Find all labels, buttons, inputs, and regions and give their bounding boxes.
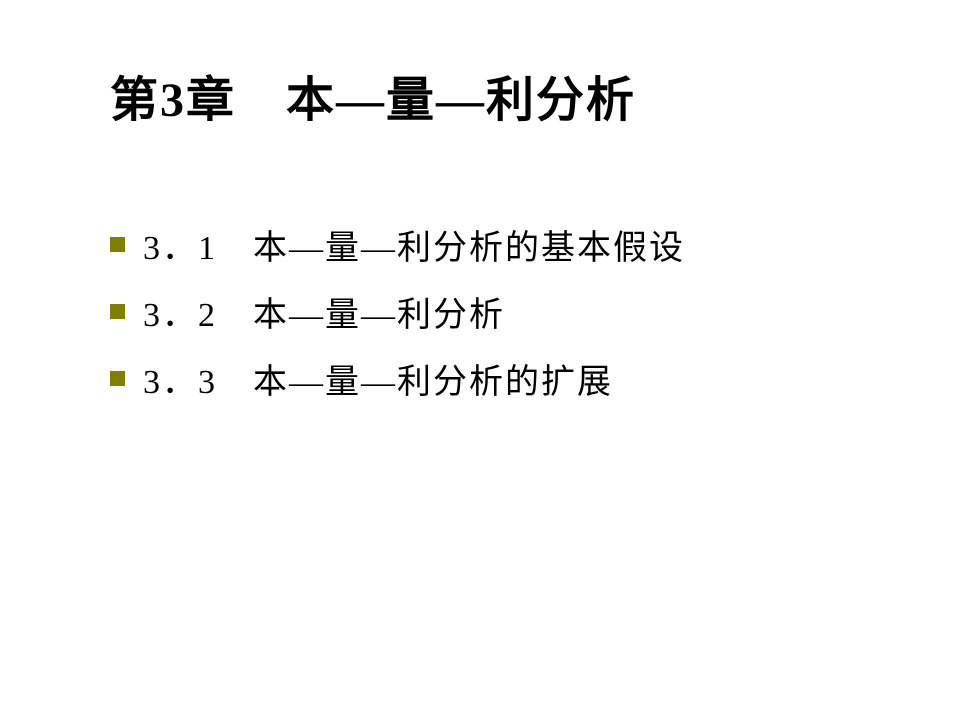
bullet-icon [110,237,125,252]
list-item: 3．2 本—量—利分析 [110,287,870,336]
chapter-title: 第3章 本—量—利分析 [90,60,870,130]
bullet-icon [110,371,125,386]
slide-container: 第3章 本—量—利分析 3．1 本—量—利分析的基本假设 3．2 本—量—利分析… [0,0,960,720]
list-item: 3．3 本—量—利分析的扩展 [110,354,870,403]
list-item: 3．1 本—量—利分析的基本假设 [110,220,870,269]
bullet-icon [110,304,125,319]
item-label: 3．3 本—量—利分析的扩展 [143,354,613,403]
item-label: 3．1 本—量—利分析的基本假设 [143,220,685,269]
item-label: 3．2 本—量—利分析 [143,287,505,336]
section-list: 3．1 本—量—利分析的基本假设 3．2 本—量—利分析 3．3 本—量—利分析… [90,220,870,403]
